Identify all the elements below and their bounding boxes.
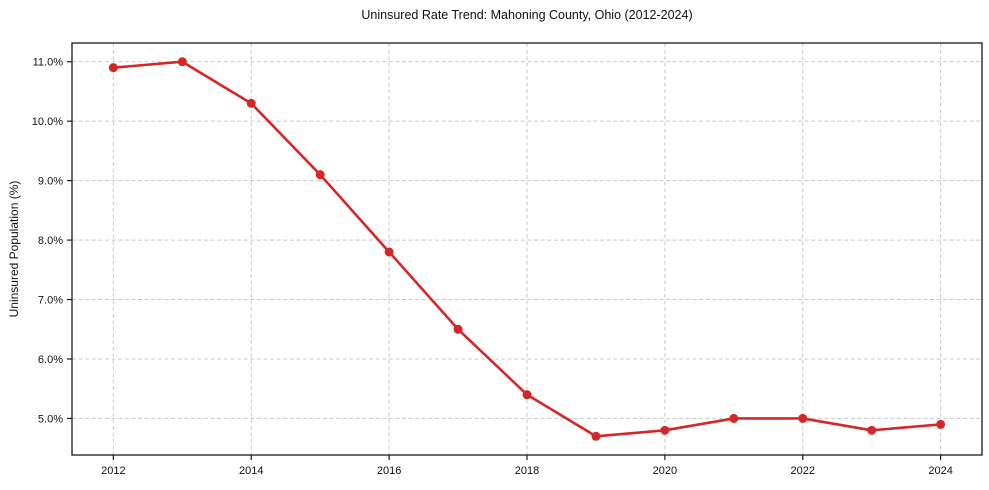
y-tick-label: 9.0% (38, 176, 63, 188)
x-tick-label: 2012 (101, 465, 125, 477)
data-point (315, 170, 325, 180)
x-tick-label: 2020 (653, 465, 677, 477)
data-point (867, 425, 877, 435)
data-point (384, 247, 394, 257)
y-tick-label: 10.0% (32, 116, 63, 128)
data-point (522, 390, 532, 400)
x-tick-label: 2018 (515, 465, 539, 477)
y-tick-label: 8.0% (38, 235, 63, 247)
data-point (177, 57, 187, 67)
data-point (936, 419, 946, 429)
data-point (660, 425, 670, 435)
data-point (729, 413, 739, 423)
data-point (591, 431, 601, 441)
data-point (453, 324, 463, 334)
y-tick-label: 6.0% (38, 354, 63, 366)
data-point (108, 63, 118, 73)
data-point (798, 413, 808, 423)
x-tick-label: 2024 (928, 465, 952, 477)
data-point (246, 98, 256, 108)
x-tick-label: 2016 (377, 465, 401, 477)
y-tick-label: 7.0% (38, 295, 63, 307)
chart-title: Uninsured Rate Trend: Mahoning County, O… (361, 8, 693, 22)
x-tick-label: 2014 (239, 465, 263, 477)
y-tick-label: 11.0% (33, 57, 64, 69)
x-tick-label: 2022 (791, 465, 815, 477)
y-tick-label: 5.0% (38, 413, 63, 425)
